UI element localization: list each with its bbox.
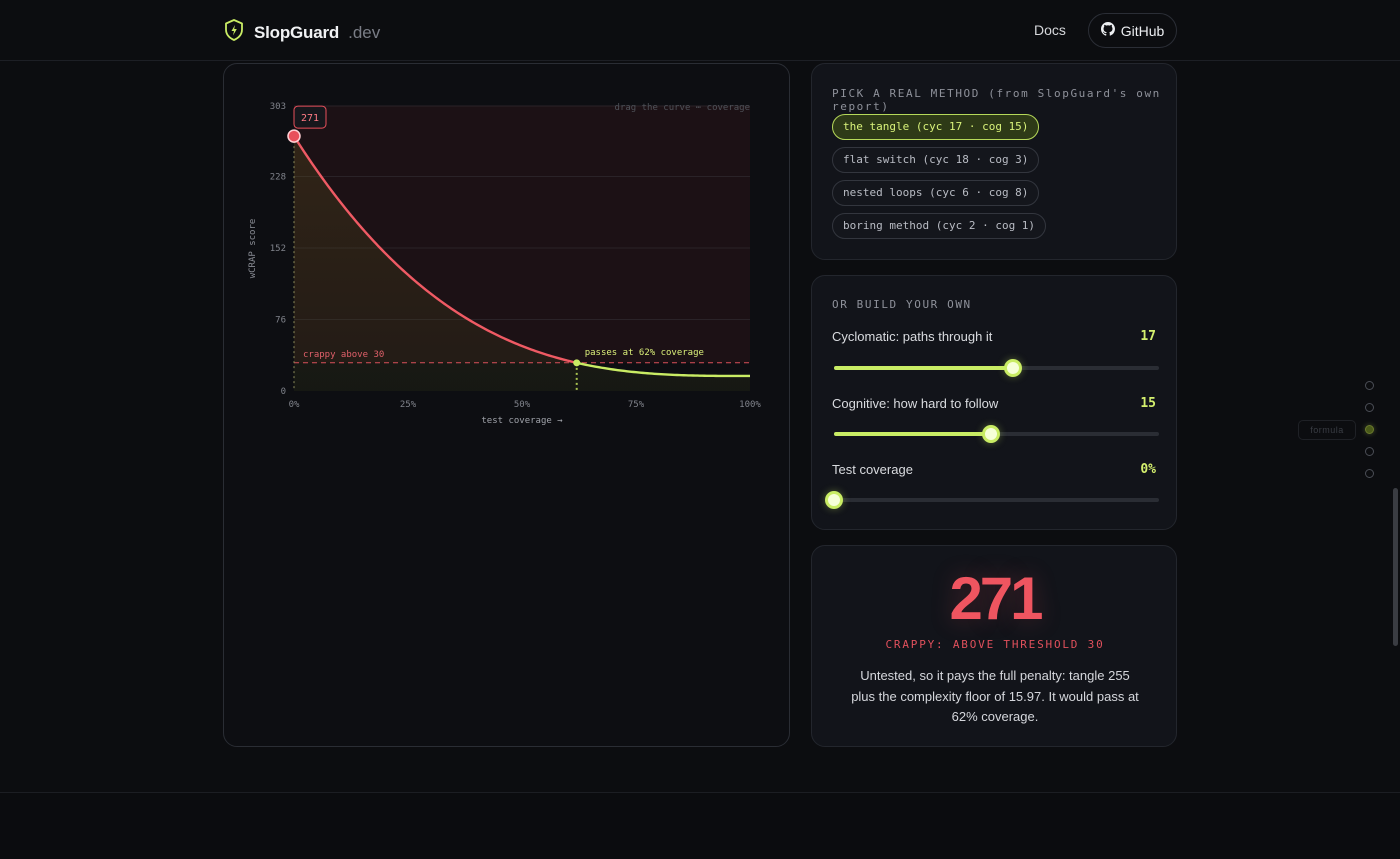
top-navigation-bar: SlopGuard .dev Docs GitHub	[0, 0, 1400, 61]
y-tick-label: 0	[281, 387, 286, 397]
cognitive-value: 15	[1140, 396, 1156, 411]
brand-name: SlopGuard	[254, 22, 340, 42]
method-picker-panel: PICK A REAL METHOD (from SlopGuard's own…	[811, 63, 1177, 260]
method-chip-nested-loops[interactable]: nested loops (cyc 6 · cog 8)	[832, 180, 1040, 206]
method-chip-list: the tangle (cyc 17 · cog 15) flat switch…	[832, 114, 1047, 246]
x-tick-label: 100%	[739, 400, 761, 410]
shield-icon	[224, 19, 244, 46]
page-scrollbar[interactable]	[1393, 488, 1398, 646]
x-axis-ticks: 0% 25% 50% 75% 100%	[289, 400, 762, 410]
current-point-value: 271	[301, 113, 319, 124]
coverage-slider[interactable]	[825, 491, 1159, 509]
brand-tld: .dev	[348, 22, 381, 42]
x-axis-label: test coverage →	[481, 416, 563, 426]
x-tick-label: 50%	[514, 400, 531, 410]
method-picker-heading: PICK A REAL METHOD (from SlopGuard's own…	[832, 87, 1161, 113]
wcrap-score-value: 271	[949, 565, 1043, 632]
chart-drag-hint: drag the curve ⋯ coverage	[615, 103, 750, 113]
y-tick-label: 303	[270, 102, 286, 112]
x-tick-label: 75%	[628, 400, 645, 410]
coverage-label: Test coverage	[832, 462, 913, 477]
pass-marker-dot	[573, 359, 581, 367]
threshold-label: crappy above 30	[303, 350, 384, 360]
build-heading: OR BUILD YOUR OWN	[832, 298, 972, 311]
rail-dot-1[interactable]	[1365, 381, 1374, 390]
docs-link[interactable]: Docs	[1034, 22, 1066, 38]
github-icon	[1100, 22, 1115, 39]
pass-marker-label: passes at 62% coverage	[585, 348, 704, 358]
rail-section-label: formula	[1298, 420, 1356, 440]
cognitive-slider-fill	[834, 432, 992, 436]
score-verdict: CRAPPY: ABOVE THRESHOLD 30	[885, 638, 1105, 651]
wcrap-chart-card: crappy above 30 passes at 62% coverage 0…	[223, 63, 790, 747]
current-point-badge	[293, 105, 327, 129]
cognitive-label: Cognitive: how hard to follow	[832, 396, 999, 411]
cyclomatic-value: 17	[1140, 329, 1156, 344]
score-description: Untested, so it pays the full penalty: t…	[851, 668, 1139, 724]
cognitive-slider[interactable]	[834, 425, 1159, 443]
x-tick-label: 0%	[289, 400, 300, 410]
y-tick-label: 76	[275, 316, 286, 326]
curve-pass-segment[interactable]	[576, 361, 750, 378]
coverage-value: 0%	[1140, 462, 1156, 477]
x-tick-label: 25%	[400, 400, 417, 410]
footer-divider	[0, 792, 1400, 793]
build-your-own-panel: OR BUILD YOUR OWN Cyclomatic: paths thro…	[811, 275, 1177, 530]
y-tick-label: 228	[270, 173, 286, 183]
y-tick-label: 152	[270, 244, 286, 254]
cyclomatic-slider-thumb[interactable]	[1004, 359, 1023, 377]
cyclomatic-slider-fill	[834, 366, 1014, 370]
rail-dot-3[interactable]	[1365, 425, 1374, 434]
score-panel: 271 CRAPPY: ABOVE THRESHOLD 30 Untested,…	[811, 545, 1177, 747]
rail-dot-5[interactable]	[1365, 469, 1374, 478]
cognitive-slider-thumb[interactable]	[982, 425, 1001, 443]
rail-dot-4[interactable]	[1365, 447, 1374, 456]
method-chip-the-tangle[interactable]: the tangle (cyc 17 · cog 15)	[832, 114, 1040, 140]
cyclomatic-label: Cyclomatic: paths through it	[832, 329, 993, 344]
method-chip-flat-switch[interactable]: flat switch (cyc 18 · cog 3)	[832, 147, 1040, 173]
coverage-slider-thumb[interactable]	[825, 491, 843, 509]
chart-area-fill	[294, 136, 750, 391]
github-button[interactable]: GitHub	[1088, 13, 1177, 48]
brand-logo-link[interactable]: SlopGuard .dev	[224, 19, 380, 46]
curve-danger-segment[interactable]	[292, 135, 577, 364]
wcrap-curve-chart[interactable]: crappy above 30 passes at 62% coverage 0…	[224, 64, 791, 464]
page-footer	[0, 793, 1400, 859]
rail-dot-2[interactable]	[1365, 403, 1374, 412]
cyclomatic-slider[interactable]	[834, 359, 1159, 377]
y-axis-ticks: 0 76 152 228 303	[270, 102, 286, 397]
github-label: GitHub	[1120, 22, 1165, 39]
current-point-handle[interactable]	[287, 129, 301, 143]
method-chip-boring-method[interactable]: boring method (cyc 2 · cog 1)	[832, 213, 1047, 239]
y-axis-label: wCRAP score	[248, 219, 258, 279]
